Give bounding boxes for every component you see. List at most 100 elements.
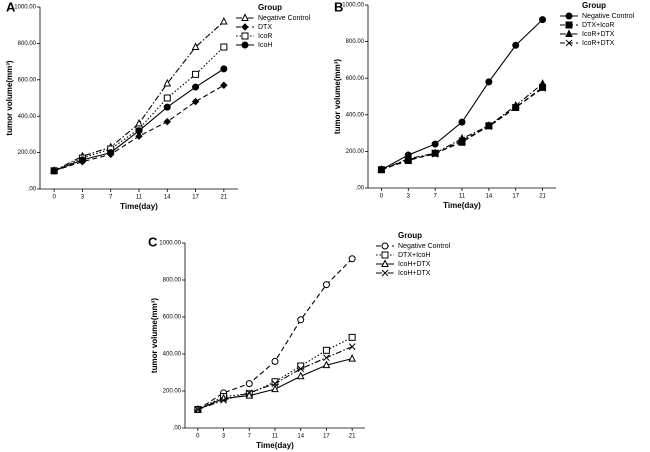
legend-marker bbox=[565, 12, 573, 20]
y-tick-label: .00 bbox=[173, 426, 182, 432]
x-tick-label: 14 bbox=[164, 195, 171, 201]
marker bbox=[194, 406, 202, 413]
marker bbox=[539, 84, 546, 92]
legend-label: IcoH+DTX bbox=[398, 270, 431, 277]
legend-marker bbox=[241, 32, 249, 40]
marker bbox=[220, 43, 228, 51]
marker bbox=[220, 16, 228, 25]
y-axis-label: tumor volume(mm³) bbox=[5, 60, 14, 135]
marker bbox=[431, 140, 439, 148]
marker bbox=[512, 41, 520, 49]
marker bbox=[404, 156, 412, 163]
x-tick-label: 3 bbox=[407, 194, 411, 200]
marker bbox=[220, 81, 228, 89]
x-axis-label: Time(day) bbox=[443, 201, 481, 210]
y-tick-label: 200.00 bbox=[18, 150, 37, 156]
series-line bbox=[53, 46, 225, 172]
legend-label: DTX bbox=[258, 24, 272, 31]
y-axis-label: tumor volume(mm³) bbox=[333, 59, 342, 134]
marker bbox=[322, 281, 330, 289]
x-tick-label: 0 bbox=[380, 194, 384, 200]
marker bbox=[245, 380, 253, 388]
y-tick-label: 1000.00 bbox=[159, 241, 181, 247]
marker bbox=[458, 118, 466, 126]
y-axis-label: tumor volume(mm³) bbox=[150, 298, 159, 373]
legend-marker bbox=[381, 251, 389, 259]
marker bbox=[323, 354, 330, 362]
x-tick-label: 7 bbox=[109, 195, 113, 201]
x-tick-label: 21 bbox=[349, 434, 356, 440]
marker bbox=[348, 343, 356, 350]
y-tick-label: 600.00 bbox=[163, 315, 182, 321]
x-tick-label: 14 bbox=[297, 434, 304, 440]
y-tick-label: 400.00 bbox=[163, 352, 182, 358]
legend-label: IcoH bbox=[258, 42, 272, 49]
marker bbox=[191, 42, 200, 51]
marker bbox=[220, 396, 227, 404]
marker bbox=[297, 365, 305, 373]
series-line bbox=[53, 21, 225, 172]
series-line bbox=[381, 19, 543, 171]
y-tick-label: 400.00 bbox=[346, 112, 365, 118]
x-tick-label: 11 bbox=[272, 434, 279, 440]
y-tick-label: 800.00 bbox=[18, 41, 37, 47]
legend-label: Negative Control bbox=[398, 243, 451, 250]
legend-marker bbox=[381, 242, 389, 250]
marker bbox=[348, 255, 356, 263]
marker bbox=[485, 78, 493, 86]
marker bbox=[245, 391, 254, 399]
legend-title: Group bbox=[398, 231, 422, 240]
x-tick-label: 21 bbox=[221, 195, 228, 201]
marker bbox=[163, 103, 171, 111]
marker bbox=[296, 371, 305, 380]
x-tick-label: 3 bbox=[222, 434, 226, 440]
marker bbox=[163, 94, 171, 102]
x-tick-label: 3 bbox=[81, 195, 85, 201]
legend-marker bbox=[565, 21, 573, 29]
y-tick-label: .00 bbox=[28, 187, 37, 193]
marker bbox=[191, 97, 200, 106]
legend-label: Negative Control bbox=[258, 15, 311, 22]
x-tick-label: 11 bbox=[459, 194, 466, 200]
legend-title: Group bbox=[258, 3, 282, 12]
marker bbox=[245, 389, 253, 397]
marker bbox=[135, 118, 143, 127]
marker bbox=[78, 156, 86, 164]
legend-marker bbox=[241, 41, 249, 49]
legend-label: IcoR+DTX bbox=[582, 31, 615, 38]
x-tick-label: 7 bbox=[248, 434, 252, 440]
x-tick-label: 0 bbox=[52, 195, 56, 201]
x-tick-label: 17 bbox=[512, 194, 519, 200]
y-tick-label: 800.00 bbox=[163, 278, 182, 284]
y-tick-label: 200.00 bbox=[163, 389, 182, 395]
marker bbox=[163, 117, 171, 126]
y-tick-label: 600.00 bbox=[18, 77, 37, 83]
marker bbox=[458, 137, 466, 144]
y-tick-label: 400.00 bbox=[18, 114, 37, 120]
marker bbox=[512, 104, 520, 111]
legend-label: IcoR+DTX bbox=[582, 40, 615, 47]
marker bbox=[135, 127, 143, 135]
y-tick-label: 600.00 bbox=[346, 76, 365, 82]
marker bbox=[220, 65, 228, 73]
marker bbox=[378, 166, 385, 174]
legend-label: IcoH+DTX bbox=[398, 261, 431, 268]
marker bbox=[538, 79, 547, 87]
marker bbox=[539, 16, 547, 24]
legend-title: Group bbox=[582, 1, 606, 10]
x-tick-label: 17 bbox=[323, 434, 330, 440]
y-tick-label: 1000.00 bbox=[342, 3, 364, 9]
marker bbox=[192, 70, 200, 78]
marker bbox=[431, 150, 439, 158]
marker bbox=[135, 132, 143, 140]
legend-label: DTX+IcoH bbox=[398, 252, 430, 259]
marker bbox=[107, 149, 115, 157]
legend-marker bbox=[381, 259, 389, 267]
marker bbox=[50, 167, 58, 175]
y-tick-label: 800.00 bbox=[346, 39, 365, 45]
y-tick-label: 200.00 bbox=[346, 149, 365, 155]
legend-marker bbox=[565, 29, 573, 37]
marker bbox=[192, 83, 200, 91]
legend-label: IcoR bbox=[258, 33, 272, 40]
